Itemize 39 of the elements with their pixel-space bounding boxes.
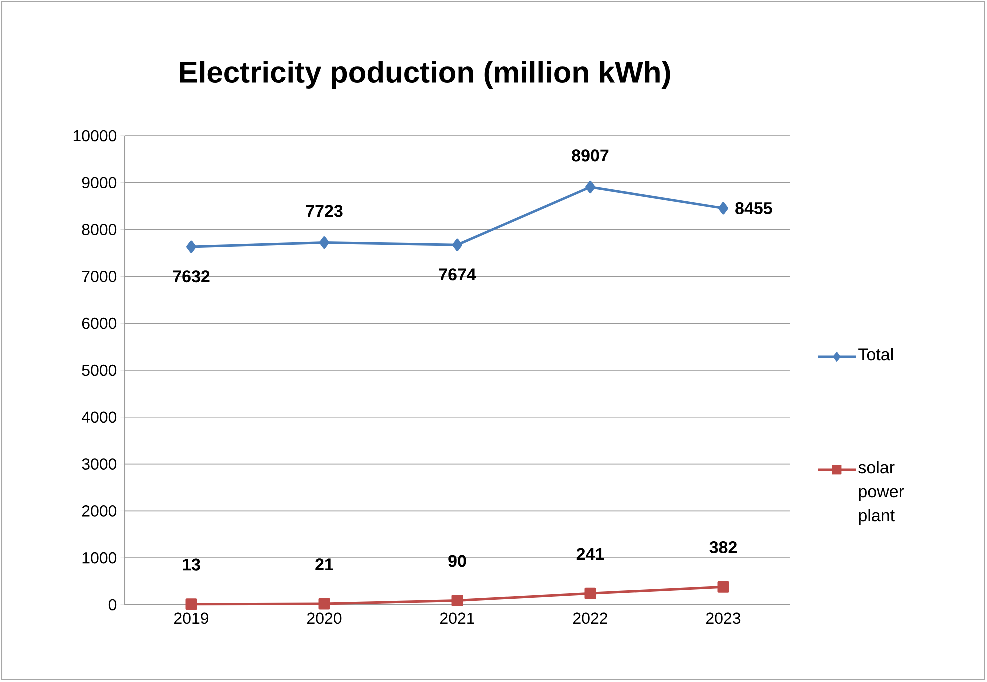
y-tick-label: 5000	[82, 364, 117, 376]
y-tick-label: 9000	[82, 177, 117, 189]
point	[186, 240, 197, 254]
data-label: 7632	[173, 270, 210, 283]
x-tick-label: 2023	[706, 612, 741, 624]
data-label: 13	[183, 558, 200, 571]
legend-label: solar power plant	[858, 461, 904, 526]
point	[186, 598, 198, 610]
x-tick-label: 2022	[574, 612, 608, 624]
data-label: 8907	[572, 150, 609, 162]
y-tick-label: 6000	[82, 318, 117, 330]
point	[718, 202, 728, 215]
y-tick-label: 4000	[82, 412, 117, 424]
chart-title: Electricity poduction (million kWh)	[180, 61, 670, 89]
data-label: 7723	[306, 205, 343, 218]
point	[318, 598, 330, 610]
data-label: 7674	[439, 268, 476, 281]
y-tick-label: 8000	[82, 224, 117, 236]
data-label: 90	[448, 555, 466, 568]
point	[718, 581, 730, 593]
point	[452, 238, 463, 252]
data-label: 382	[710, 541, 737, 554]
data-label: 8455	[736, 202, 772, 214]
legend-label: Total	[858, 348, 893, 361]
y-tick-label: 7000	[82, 271, 117, 282]
y-tick-label: 2000	[82, 506, 117, 517]
y-tick-label: 10000	[74, 130, 117, 142]
y-tick-label: 3000	[82, 458, 117, 470]
y-tick-label: 0	[108, 599, 117, 611]
data-label: 241	[576, 548, 604, 560]
x-tick-label: 2019	[174, 612, 209, 624]
point	[320, 236, 330, 250]
x-tick-label: 2021	[440, 612, 475, 624]
x-tick-label: 2020	[308, 612, 342, 624]
point	[452, 595, 464, 607]
data-label: 21	[316, 558, 334, 570]
y-tick-label: 1000	[82, 552, 117, 564]
point	[586, 181, 596, 194]
point	[584, 588, 596, 600]
